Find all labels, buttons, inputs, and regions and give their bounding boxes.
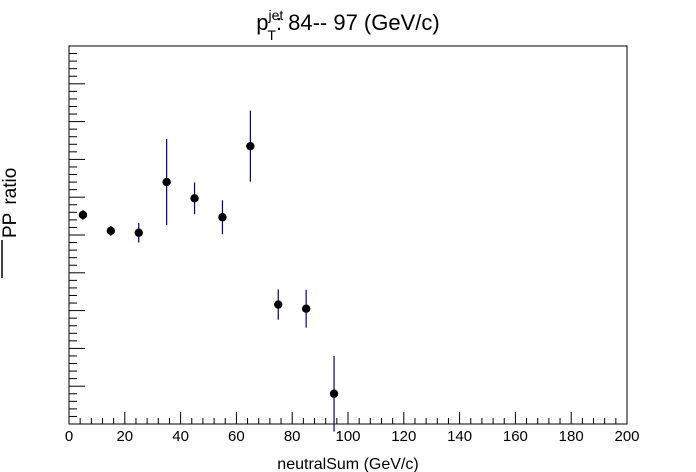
- title-superscript: jet: [268, 7, 284, 23]
- x-tick-label: 120: [391, 428, 416, 445]
- x-tick-label: 200: [614, 428, 639, 445]
- data-point: [301, 304, 311, 313]
- title-main: p: [256, 10, 268, 35]
- chart-title: pjet T: 84-- 97 (GeV/c): [256, 7, 439, 43]
- data-point: [190, 194, 199, 203]
- x-tick-label: 140: [447, 428, 472, 445]
- data-point: [106, 226, 116, 236]
- data-point: [162, 177, 171, 187]
- data-point: [246, 141, 255, 151]
- data-points-group: [78, 110, 339, 432]
- y-axis-label: PP ratio: [0, 168, 21, 238]
- x-tick-label: 180: [559, 428, 584, 445]
- x-tick-label: 60: [228, 428, 245, 445]
- title-rest: : 84-- 97 (GeV/c): [276, 10, 440, 35]
- title-subscript: T: [267, 27, 276, 43]
- x-tick-label: 0: [65, 428, 73, 445]
- data-point: [78, 210, 88, 220]
- x-tick-label: 160: [503, 428, 528, 445]
- x-tick-label: 20: [116, 428, 133, 445]
- x-axis-label: neutralSum (GeV/c): [277, 456, 418, 472]
- axis-ticks-group: 0 20 40 60 80 100 120 140 160 180 200: [65, 45, 640, 445]
- y-axis-label-rotated: ratio: [0, 168, 21, 205]
- x-tick-label: 100: [335, 428, 360, 445]
- y-axis-label-fraction-bottom: PP: [0, 213, 21, 238]
- data-point: [329, 389, 339, 398]
- x-tick-label: 40: [172, 428, 189, 445]
- data-point: [274, 300, 283, 309]
- data-point: [218, 213, 227, 222]
- x-tick-label: 80: [284, 428, 301, 445]
- data-point: [134, 228, 143, 237]
